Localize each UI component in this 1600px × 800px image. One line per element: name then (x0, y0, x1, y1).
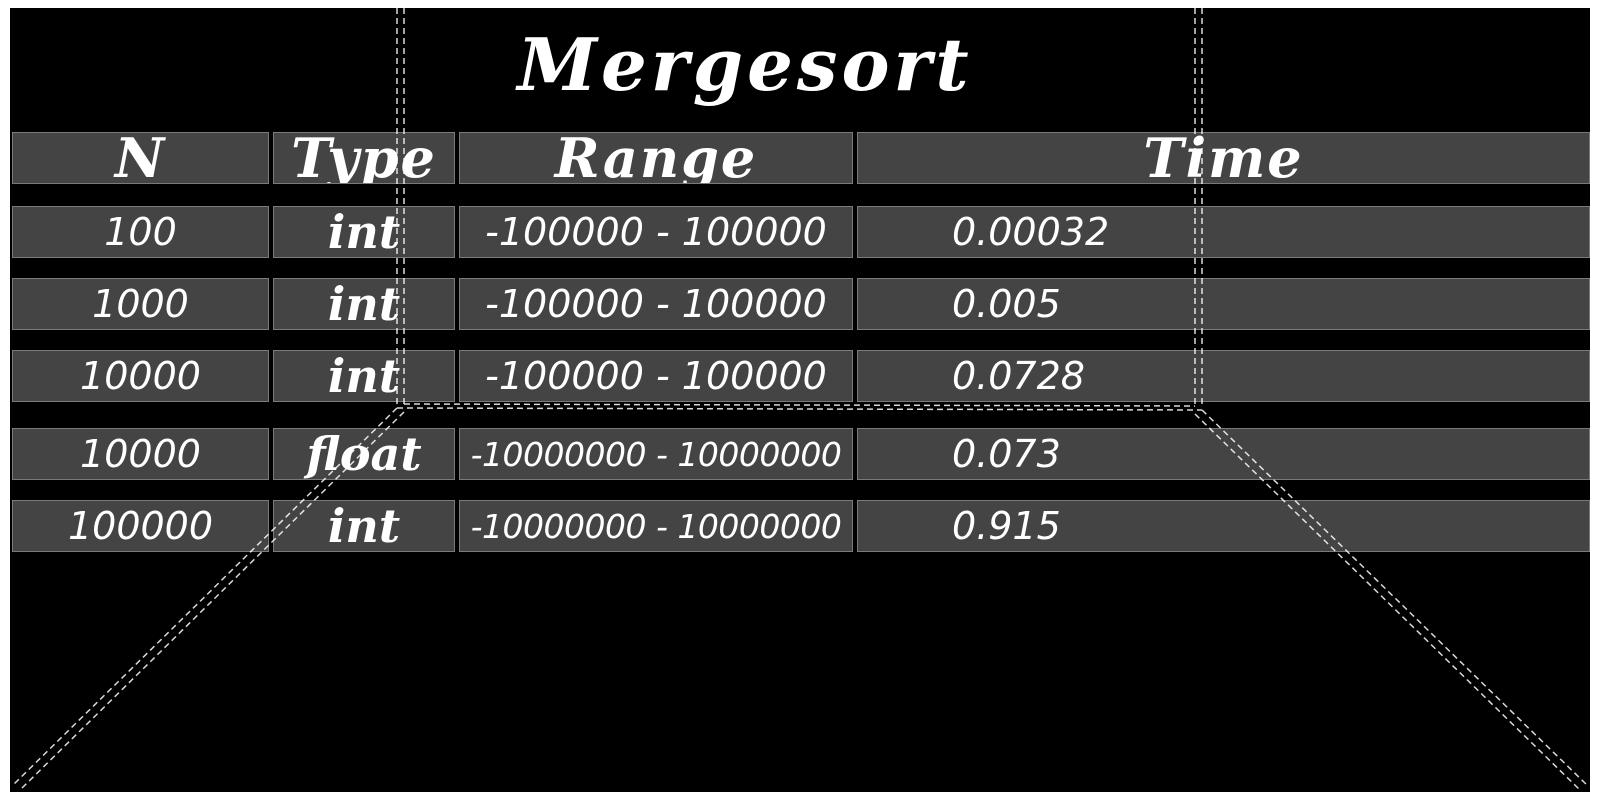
cell-range: -10000000 - 10000000 (459, 428, 853, 480)
cell-n: 100 (12, 206, 269, 258)
frame-border-bottom (0, 792, 1600, 800)
table-row: 1000 int -100000 - 100000 0.005 (12, 278, 1590, 330)
header-range: Range (459, 132, 853, 184)
cell-type: int (273, 500, 455, 552)
frame-border-left (0, 0, 10, 800)
cell-time: 0.073 (857, 428, 1590, 480)
cell-range: -100000 - 100000 (459, 206, 853, 258)
header-type: Type (273, 132, 455, 184)
cell-time: 0.00032 (857, 206, 1590, 258)
cell-type: float (273, 428, 455, 480)
cell-time: 0.915 (857, 500, 1590, 552)
frame-border-top (0, 0, 1600, 8)
cell-n: 10000 (12, 350, 269, 402)
table-header-row: N Type Range Time (12, 132, 1590, 184)
cell-n: 100000 (12, 500, 269, 552)
cell-range: -100000 - 100000 (459, 278, 853, 330)
table-row: 10000 int -100000 - 100000 0.0728 (12, 350, 1590, 402)
guide-line-horizontal (396, 407, 1203, 411)
table-row: 100 int -100000 - 100000 0.00032 (12, 206, 1590, 258)
frame-border-right (1590, 0, 1600, 800)
cell-time: 0.005 (857, 278, 1590, 330)
cell-range: -10000000 - 10000000 (459, 500, 853, 552)
cell-n: 10000 (12, 428, 269, 480)
cell-time: 0.0728 (857, 350, 1590, 402)
cell-type: int (273, 278, 455, 330)
cell-n: 1000 (12, 278, 269, 330)
header-time: Time (857, 132, 1590, 184)
guide-line-horizontal-2 (403, 403, 1196, 407)
page-title: Mergesort (517, 22, 973, 107)
table-row: 10000 float -10000000 - 10000000 0.073 (12, 428, 1590, 480)
table-row: 100000 int -10000000 - 10000000 0.915 (12, 500, 1590, 552)
cell-type: int (273, 350, 455, 402)
header-n: N (12, 132, 269, 184)
cell-range: -100000 - 100000 (459, 350, 853, 402)
cell-type: int (273, 206, 455, 258)
